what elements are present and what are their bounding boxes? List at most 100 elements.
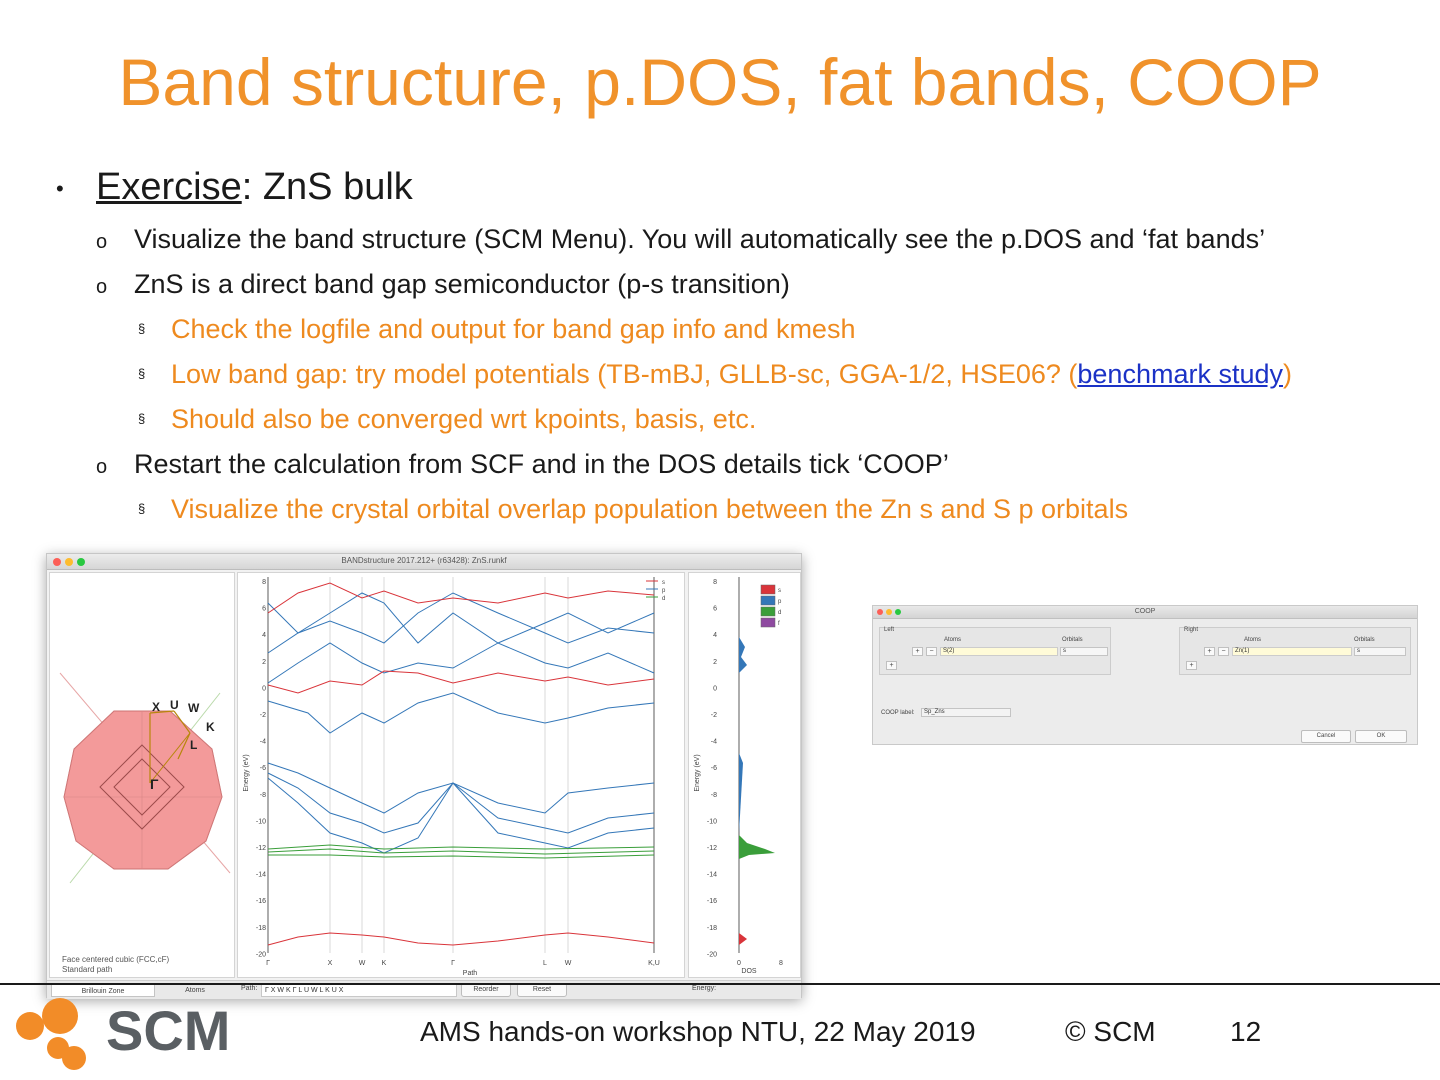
sub-sub-bullet-marker: § [138, 501, 146, 516]
brillouin-zone-panel[interactable]: X U W K L Γ Face centered cubic (FCC,cF)… [49, 572, 235, 978]
legend-label: p [662, 588, 666, 594]
add-right-atom-button[interactable]: + [1204, 647, 1215, 656]
dos-legend-swatch [760, 595, 776, 606]
exercise-title: : ZnS bulk [241, 166, 413, 208]
remove-right-atom-button[interactable]: − [1218, 647, 1229, 656]
bz-point-k: K [206, 720, 215, 734]
path-input[interactable]: Γ X W K Γ L U W L K U X [261, 984, 457, 997]
dos-legend-label: s [778, 588, 781, 594]
coop-label-text: COOP label: [881, 710, 915, 716]
tab-atoms[interactable]: Atoms [185, 987, 205, 994]
coop-label-input[interactable]: Sp_Zns [921, 708, 1011, 717]
zoom-dot-icon[interactable] [77, 558, 85, 566]
exercise-heading: Exercise: ZnS bulk [96, 166, 413, 209]
right-atom-field[interactable]: Zn(1) [1232, 647, 1352, 656]
coop-title: COOP [1134, 608, 1156, 615]
logo-text: SCM [106, 999, 230, 1062]
right-orbital-select[interactable]: s [1354, 647, 1406, 656]
dos-legend-label: p [778, 599, 782, 605]
legend-label: d [662, 596, 665, 602]
dos-y-tick-label: 8 [713, 579, 717, 586]
y-tick-label: 4 [262, 632, 266, 639]
reorder-button[interactable]: Reorder [461, 983, 511, 997]
close-dot-icon[interactable] [53, 558, 61, 566]
dos-y-tick-label: 0 [713, 685, 717, 692]
band-window-titlebar: BANDstructure 2017.212+ (r63428): ZnS.ru… [47, 554, 801, 570]
footer-divider [0, 983, 1440, 985]
dos-y-tick-label: -10 [707, 818, 717, 825]
cancel-button[interactable]: Cancel [1301, 730, 1351, 743]
dos-legend-label: d [778, 610, 781, 616]
band-structure-plot[interactable]: 8 6 4 2 0 -2 -4 -6 -8 -10 -12 -14 -16 -18 -20 Γ X W K Γ L W K,… [237, 572, 685, 978]
brillouin-zone-view[interactable]: X U W K L Γ [50, 573, 236, 979]
k-point-label: K [382, 960, 387, 967]
dos-x-tick-label: 8 [779, 960, 783, 967]
bullet-marker: • [56, 176, 64, 201]
sub-sub-bullet-marker: § [138, 321, 146, 336]
coop-right-group: Right Atoms Orbitals + − Zn(1) s + [1179, 627, 1411, 675]
dos-y-tick-label: -18 [707, 925, 717, 932]
dos-y-tick-label: -14 [707, 872, 717, 879]
band-curve [268, 854, 655, 859]
y-tick-label: -10 [256, 818, 266, 825]
bz-point-u: U [170, 698, 179, 712]
band-curve [267, 642, 655, 684]
dos-x-label: DOS [741, 968, 757, 975]
k-point-label: L [543, 960, 547, 967]
sub-sub-bullet-marker: § [138, 411, 146, 426]
scm-logo: SCM [16, 998, 230, 1070]
benchmark-study-link[interactable]: benchmark study [1077, 359, 1283, 389]
slide-title: Band structure, p.DOS, fat bands, COOP [118, 45, 1322, 119]
dos-legend-label: f [778, 621, 780, 627]
band-curve [267, 848, 655, 855]
add-row-button[interactable]: + [886, 661, 897, 670]
bz-point-x: X [152, 700, 160, 714]
coop-dialog: COOP Left Atoms Orbitals + − S(2) s + Ri… [872, 605, 1418, 745]
coop-titlebar: COOP [873, 606, 1417, 619]
lattice-caption: Face centered cubic (FCC,cF) [62, 955, 170, 964]
ok-button[interactable]: OK [1355, 730, 1407, 743]
dos-y-tick-label: -4 [711, 739, 717, 746]
dos-plot[interactable]: 8 6 4 2 0 -2 -4 -6 -8 -10 -12 -14 -16 -18 -20 s p d f DOS 0 8… [688, 572, 801, 978]
left-label: Left [884, 627, 895, 633]
path-label: Path: [241, 985, 258, 992]
band-structure-window: BANDstructure 2017.212+ (r63428): ZnS.ru… [46, 553, 802, 999]
y-tick-label: 6 [262, 606, 266, 613]
sub-bullet-marker: o [96, 231, 108, 253]
bullet-visualize: Visualize the band structure (SCM Menu).… [134, 224, 1266, 254]
dos-y-tick-label: -2 [711, 712, 717, 719]
band-curve [267, 762, 655, 814]
y-tick-label: -4 [260, 739, 266, 746]
atoms-header: Atoms [944, 637, 962, 643]
dos-y-tick-label: 2 [713, 659, 717, 666]
band-curve [267, 777, 655, 854]
bullet-coop-visualize: Visualize the crystal orbital overlap po… [171, 494, 1129, 524]
left-atom-field[interactable]: S(2) [940, 647, 1058, 656]
minimize-dot-icon[interactable] [886, 609, 892, 615]
reset-button[interactable]: Reset [517, 983, 567, 997]
coop-left-group: Left Atoms Orbitals + − S(2) s + [879, 627, 1111, 675]
band-curve [267, 772, 655, 834]
sub-sub-bullet-marker: § [138, 366, 146, 381]
dos-y-tick-label: -16 [707, 898, 717, 905]
remove-left-atom-button[interactable]: − [926, 647, 937, 656]
orbitals-header: Orbitals [1354, 637, 1375, 643]
zoom-dot-icon[interactable] [895, 609, 901, 615]
k-point-label: W [565, 960, 572, 967]
dos-y-tick-label: 6 [713, 606, 717, 613]
dos-peak-blue-2 [739, 753, 743, 833]
y-tick-label: 8 [262, 579, 266, 586]
band-curve [267, 932, 655, 946]
add-left-atom-button[interactable]: + [912, 647, 923, 656]
minimize-dot-icon[interactable] [65, 558, 73, 566]
bullet-list: • Exercise: ZnS bulk o Visualize the ban… [56, 166, 1292, 524]
left-orbital-select[interactable]: s [1060, 647, 1108, 656]
y-tick-label: -6 [260, 765, 266, 772]
dos-y-tick-label: -12 [707, 845, 717, 852]
y-tick-label: -2 [260, 712, 266, 719]
close-dot-icon[interactable] [877, 609, 883, 615]
add-row-button[interactable]: + [1186, 661, 1197, 670]
bz-point-w: W [188, 701, 200, 715]
